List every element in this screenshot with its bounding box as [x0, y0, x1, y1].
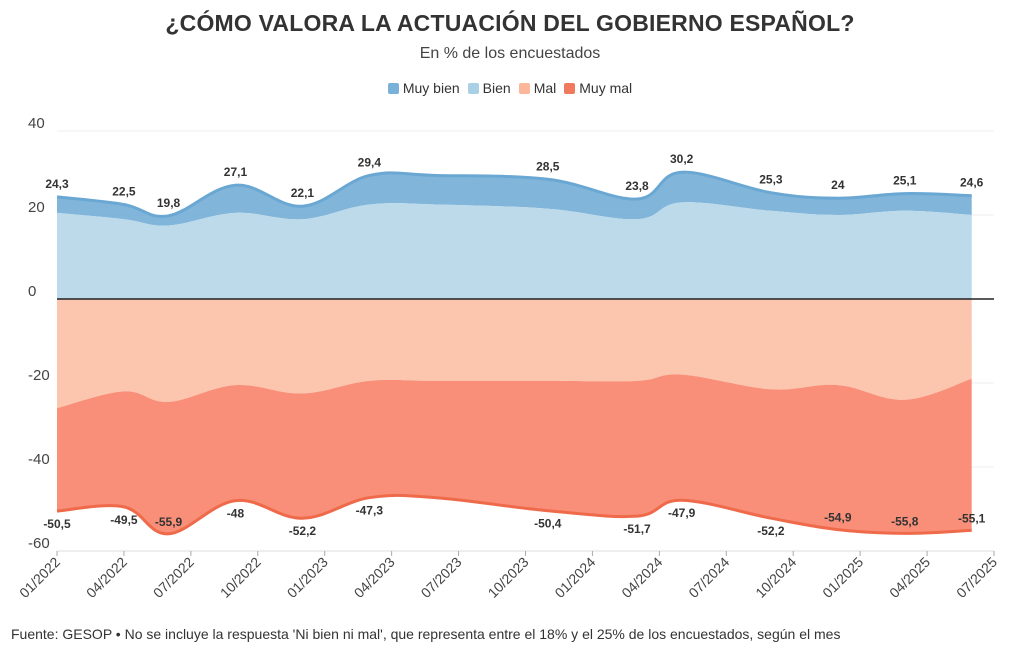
chart-title: ¿CÓMO VALORA LA ACTUACIÓN DEL GOBIERNO E…: [165, 10, 855, 36]
x-tick-label: 07/2025: [953, 554, 1000, 601]
data-label-negative: -47,9: [668, 506, 696, 520]
data-label-negative: -48: [227, 507, 245, 521]
data-labels: 24,3 22,5 19,8 27,1 22,1 29,4 28,5 23,8 30,2 25,3…: [43, 152, 985, 538]
data-label-negative: -50,4: [534, 517, 562, 531]
data-label-negative: -55,9: [155, 515, 183, 529]
legend-swatch-muy-bien: [387, 82, 399, 94]
data-label-positive: 23,8: [625, 179, 649, 193]
data-label-positive: 24: [831, 178, 845, 192]
data-label-positive: 25,1: [893, 174, 917, 188]
x-tick-label: 07/2024: [685, 554, 732, 601]
legend-item-muy-bien[interactable]: Muy bien: [387, 80, 460, 96]
legend-swatch-mal: [518, 82, 530, 94]
x-tick-label: 01/2025: [819, 554, 866, 601]
data-label-negative: -54,9: [824, 511, 852, 525]
x-tick-label: 10/2023: [485, 554, 532, 601]
legend-item-muy-mal[interactable]: Muy mal: [564, 80, 632, 96]
x-tick-label: 04/2023: [351, 554, 398, 601]
x-tick-label: 07/2023: [418, 554, 465, 601]
area-bien: [57, 202, 972, 299]
data-label-negative: -47,3: [356, 504, 384, 518]
data-label-negative: -49,5: [110, 513, 138, 527]
data-label-negative: -55,1: [958, 511, 986, 525]
data-label-positive: 28,5: [536, 159, 560, 173]
data-label-negative: -52,2: [757, 524, 785, 538]
x-tick-label: 10/2022: [217, 554, 264, 601]
data-label-positive: 24,3: [45, 177, 69, 191]
y-tick-label: 40: [28, 115, 45, 132]
data-label-positive: 22,5: [112, 185, 136, 199]
x-tick-label: 04/2022: [83, 554, 130, 601]
data-label-positive: 19,8: [157, 196, 181, 210]
y-tick-label: 20: [28, 199, 45, 216]
x-tick-label: 04/2025: [886, 554, 933, 601]
area-muy-mal: [57, 374, 972, 534]
legend-label-mal: Mal: [533, 80, 557, 96]
line-total-positive: [56, 170, 972, 218]
data-label-positive: 25,3: [759, 173, 783, 187]
data-label-positive: 27,1: [224, 165, 248, 179]
data-label-positive: 29,4: [358, 156, 382, 170]
legend-label-bien: Bien: [482, 80, 511, 96]
legend-label-muy-bien: Muy bien: [402, 80, 460, 96]
y-tick-label: -40: [28, 451, 50, 468]
data-label-negative: -55,8: [891, 514, 919, 528]
x-tick-label: 04/2024: [618, 554, 665, 601]
x-tick-label: 10/2024: [752, 554, 799, 601]
data-label-negative: -52,2: [289, 524, 317, 538]
legend-label-muy-mal: Muy mal: [579, 80, 633, 96]
legend-swatch-muy-mal: [564, 82, 576, 94]
source-note: Fuente: GESOP • No se incluye la respues…: [11, 626, 841, 642]
y-tick-label: 0: [28, 283, 36, 300]
data-label-negative: -51,7: [623, 522, 651, 536]
legend: Muy bien Bien Mal Muy mal: [0, 80, 1020, 96]
area-mal: [57, 299, 972, 409]
x-tick-label: 01/2022: [16, 554, 63, 601]
line-total-negative: [56, 493, 972, 536]
legend-swatch-bien: [467, 82, 479, 94]
data-label-positive: 22,1: [291, 186, 315, 200]
legend-item-mal[interactable]: Mal: [518, 80, 557, 96]
x-axis: 01/2022 04/2022 07/2022 10/2022 01/2023 04/20…: [16, 550, 1000, 601]
area-muy-bien: [57, 172, 972, 226]
x-tick-label: 07/2022: [150, 554, 197, 601]
data-label-positive: 24,6: [960, 176, 984, 190]
y-tick-label: -20: [28, 367, 50, 384]
legend-item-bien[interactable]: Bien: [467, 80, 511, 96]
y-tick-label: -60: [28, 535, 50, 552]
x-tick-label: 01/2023: [284, 554, 331, 601]
x-tick-label: 01/2024: [551, 554, 598, 601]
chart-subtitle: En % de los encuestados: [419, 45, 601, 62]
data-label-positive: 30,2: [670, 152, 694, 166]
data-label-negative: -50,5: [43, 517, 71, 531]
